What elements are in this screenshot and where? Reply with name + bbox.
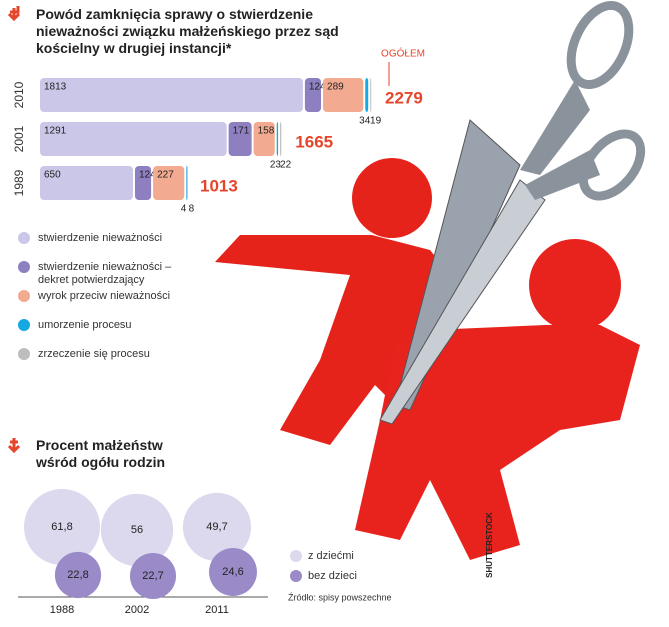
y-tick-label: 1989: [12, 169, 26, 196]
legend-swatch: [290, 570, 302, 582]
bar-segment: [186, 166, 188, 200]
bubble: [129, 552, 177, 600]
arrow-icon: [7, 438, 21, 454]
value-label: 22,8: [67, 569, 88, 581]
value-label: 49,7: [206, 521, 227, 533]
legend-label: z dziećmi: [308, 550, 354, 562]
value-label: 19: [370, 116, 382, 127]
bar-segment: [365, 78, 369, 112]
total-label: 1665: [295, 132, 333, 151]
source: Źródło: spisy powszechne: [288, 592, 392, 602]
bar-segment: [253, 122, 275, 156]
bar-segment: [370, 78, 372, 112]
bar-segment: [323, 78, 364, 112]
legend-swatch: [290, 550, 302, 562]
bubble: [24, 489, 100, 565]
value-label: 1813: [44, 82, 67, 93]
bar-segment: [304, 78, 322, 112]
legend-swatch: [18, 261, 30, 273]
total-label: 1013: [200, 176, 238, 195]
y-tick-label: 2001: [12, 125, 26, 152]
y-tick-label: 2010: [12, 81, 26, 108]
bar-segment: [153, 166, 185, 200]
value-label: 56: [131, 524, 143, 536]
value-label: 4: [181, 204, 187, 215]
value-label: 24,6: [222, 566, 243, 578]
x-tick-label: 1988: [50, 604, 74, 616]
legend-swatch: [18, 290, 30, 302]
legend-label: zrzeczenie się procesu: [38, 348, 150, 360]
legend-label: wyrok przeciw nieważności: [38, 290, 171, 302]
bubble: [54, 551, 102, 599]
bar-segment: [276, 122, 279, 156]
legend-swatch: [18, 232, 30, 244]
bar-segment: [228, 122, 252, 156]
legend-swatch: [18, 348, 30, 360]
credit: SHUTTERSTOCK: [485, 512, 494, 578]
value-label: 158: [258, 126, 275, 137]
bar-segment: [134, 166, 152, 200]
value-label: 124: [309, 82, 326, 93]
arrow-icon: [7, 6, 21, 22]
value-label: 227: [157, 170, 174, 181]
value-label: 171: [233, 126, 250, 137]
value-label: 61,8: [51, 521, 72, 533]
bubble: [209, 548, 257, 596]
x-tick-label: 2002: [125, 604, 149, 616]
value-label: 23: [270, 160, 282, 171]
bar-segment: [40, 166, 133, 200]
value-label: 8: [189, 204, 195, 215]
legend-label: stwierdzenie nieważności: [38, 232, 163, 244]
value-label: 22,7: [142, 570, 163, 582]
bar-segment: [40, 78, 303, 112]
value-label: 650: [44, 170, 61, 181]
x-tick-label: 2011: [205, 604, 229, 616]
legend-label: umorzenie procesu: [38, 319, 132, 331]
legend-label: stwierdzenie nieważności – dekret potwie…: [38, 261, 172, 286]
value-label: 124: [139, 170, 156, 181]
bubble: [182, 492, 252, 562]
chart-title: Powód zamknięcia sprawy o stwierdzenie n…: [36, 6, 339, 56]
legend-label: bez dzieci: [308, 570, 357, 582]
value-label: 1291: [44, 126, 67, 137]
total-header: OGÓŁEM: [381, 47, 425, 60]
bar-segment: [280, 122, 282, 156]
total-label: 2279: [385, 88, 423, 107]
bar-segment: [40, 122, 227, 156]
legend-swatch: [18, 319, 30, 331]
value-label: 34: [359, 116, 371, 127]
chart-title: Procent małżeństw wśród ogółu rodzin: [36, 437, 166, 470]
value-label: 22: [280, 160, 292, 171]
illustration: [215, 0, 646, 560]
bubble: [100, 493, 174, 567]
value-label: 289: [327, 82, 344, 93]
